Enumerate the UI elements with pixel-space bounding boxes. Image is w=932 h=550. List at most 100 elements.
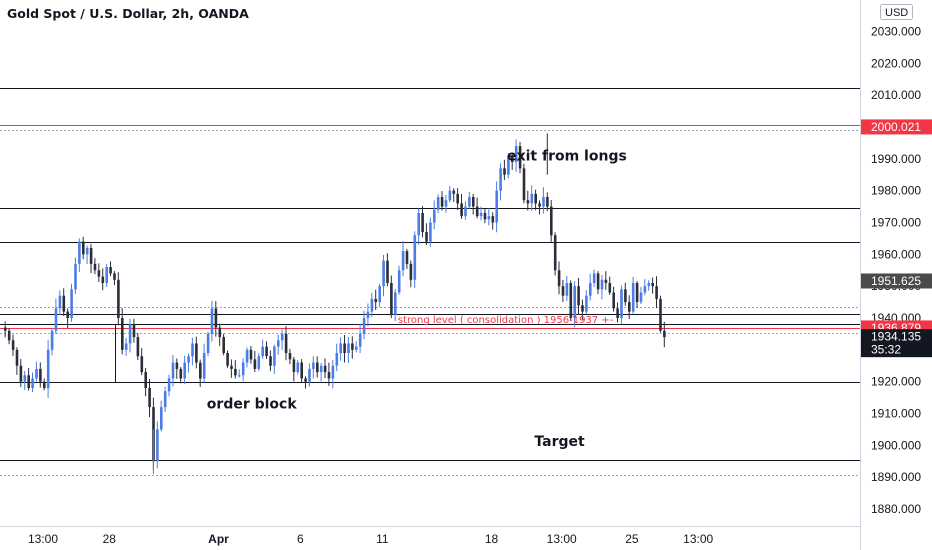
candle-body[interactable]	[273, 346, 276, 366]
candle-body[interactable]	[144, 372, 147, 389]
candle-body[interactable]	[483, 212, 487, 220]
candle-body[interactable]	[460, 203, 463, 217]
candle-body[interactable]	[409, 263, 413, 280]
candle-body[interactable]	[167, 378, 171, 392]
candle-body[interactable]	[284, 333, 288, 354]
candle-body[interactable]	[358, 333, 362, 347]
candle-body[interactable]	[35, 368, 38, 379]
candle-body[interactable]	[347, 343, 350, 354]
candle-body[interactable]	[15, 349, 19, 366]
candle-body[interactable]	[78, 241, 81, 264]
candle-body[interactable]	[464, 206, 467, 217]
candle-body[interactable]	[97, 270, 101, 277]
candle-body[interactable]	[448, 190, 452, 201]
candle-body[interactable]	[296, 362, 300, 373]
candle-body[interactable]	[343, 343, 346, 354]
candle-body[interactable]	[444, 200, 448, 207]
candle-body[interactable]	[121, 318, 124, 350]
candle-body[interactable]	[526, 200, 530, 204]
candle-body[interactable]	[218, 327, 222, 338]
candle-body[interactable]	[378, 286, 381, 303]
candle-body[interactable]	[565, 282, 569, 296]
candle-body[interactable]	[93, 263, 97, 271]
candle-body[interactable]	[109, 267, 112, 274]
candle-body[interactable]	[206, 333, 210, 354]
candle-body[interactable]	[43, 381, 46, 389]
candle-body[interactable]	[85, 247, 89, 255]
candle-body[interactable]	[663, 330, 666, 338]
candle-body[interactable]	[620, 289, 623, 318]
candle-body[interactable]	[569, 282, 573, 318]
candle-body[interactable]	[280, 333, 284, 341]
candle-body[interactable]	[249, 349, 253, 360]
candle-body[interactable]	[156, 429, 159, 462]
candle-body[interactable]	[421, 212, 424, 233]
candle-body[interactable]	[366, 311, 370, 318]
candle-body[interactable]	[655, 286, 658, 299]
candle-body[interactable]	[608, 282, 612, 293]
candle-body[interactable]	[499, 168, 502, 191]
candle-body[interactable]	[472, 197, 475, 207]
candle-body[interactable]	[234, 368, 237, 376]
candle-body[interactable]	[534, 193, 537, 204]
candle-body[interactable]	[592, 273, 596, 283]
candle-body[interactable]	[253, 359, 257, 369]
candle-body[interactable]	[429, 222, 432, 242]
candle-body[interactable]	[257, 356, 261, 369]
candle-body[interactable]	[74, 263, 77, 290]
candle-body[interactable]	[195, 343, 198, 363]
candle-body[interactable]	[553, 235, 557, 271]
candle-body[interactable]	[316, 362, 319, 373]
candle-body[interactable]	[46, 349, 50, 389]
candle-body[interactable]	[616, 308, 619, 318]
candle-body[interactable]	[557, 270, 561, 287]
candle-body[interactable]	[230, 365, 233, 369]
candle-body[interactable]	[639, 292, 643, 303]
candle-body[interactable]	[624, 289, 627, 303]
candle-body[interactable]	[222, 337, 225, 354]
candle-body[interactable]	[468, 197, 471, 207]
candle-body[interactable]	[31, 378, 34, 389]
candle-body[interactable]	[191, 343, 194, 357]
candle-body[interactable]	[659, 298, 662, 331]
candle-body[interactable]	[238, 375, 241, 377]
candle-body[interactable]	[300, 362, 303, 379]
candle-body[interactable]	[561, 286, 565, 296]
candle-body[interactable]	[312, 362, 315, 369]
candle-body[interactable]	[479, 212, 483, 217]
candle-body[interactable]	[647, 282, 651, 287]
candle-body[interactable]	[175, 362, 179, 369]
candle-body[interactable]	[386, 260, 389, 283]
candle-body[interactable]	[413, 235, 417, 280]
candle-body[interactable]	[405, 251, 409, 264]
candle-body[interactable]	[433, 209, 436, 223]
candle-body[interactable]	[362, 318, 366, 334]
candle-body[interactable]	[245, 349, 249, 363]
candle-body[interactable]	[50, 330, 54, 350]
candle-body[interactable]	[518, 146, 522, 169]
candle-body[interactable]	[370, 298, 374, 312]
candle-body[interactable]	[491, 216, 495, 223]
candle-body[interactable]	[210, 308, 214, 334]
candle-body[interactable]	[355, 346, 358, 350]
candle-body[interactable]	[401, 251, 405, 271]
candle-body[interactable]	[374, 298, 378, 303]
candle-body[interactable]	[452, 190, 456, 194]
candle-body[interactable]	[585, 295, 588, 312]
candle-body[interactable]	[546, 197, 549, 207]
candle-body[interactable]	[19, 365, 23, 382]
candle-body[interactable]	[241, 362, 245, 376]
candle-body[interactable]	[495, 190, 498, 223]
candle-body[interactable]	[292, 359, 296, 373]
candle-body[interactable]	[335, 353, 339, 366]
candle-body[interactable]	[382, 260, 385, 287]
candle-body[interactable]	[148, 388, 151, 408]
candle-body[interactable]	[214, 308, 218, 328]
candle-body[interactable]	[23, 375, 27, 382]
candle-body[interactable]	[4, 327, 7, 331]
candle-body[interactable]	[631, 282, 635, 312]
candle-body[interactable]	[436, 197, 440, 210]
candle-body[interactable]	[62, 295, 66, 312]
candle-body[interactable]	[596, 273, 600, 290]
candle-body[interactable]	[105, 267, 108, 283]
